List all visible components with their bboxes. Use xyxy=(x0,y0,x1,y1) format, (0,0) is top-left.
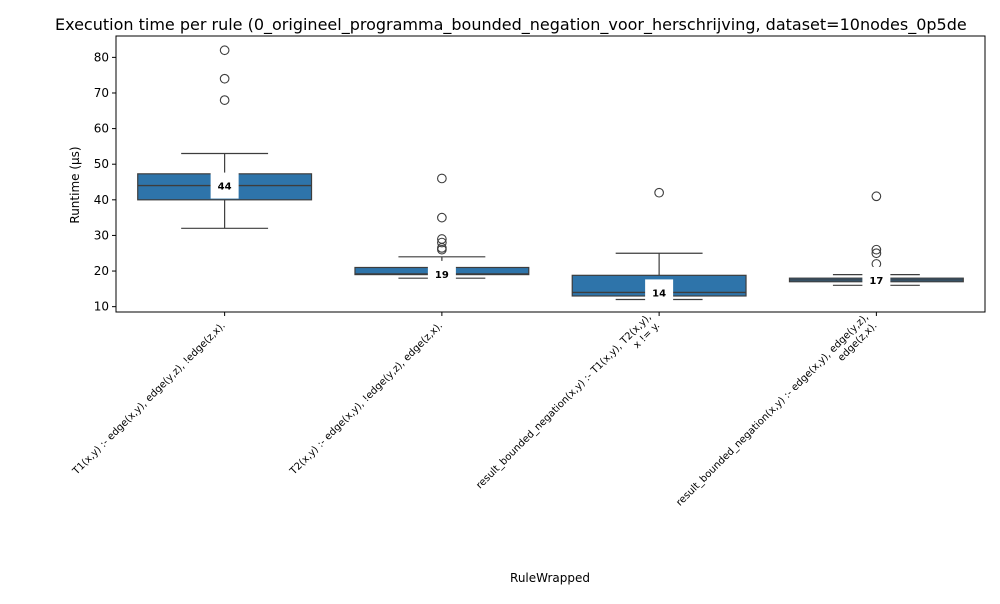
median-label-bg xyxy=(210,172,239,199)
median-label: 14 xyxy=(652,288,666,299)
median-label-bg xyxy=(862,266,891,293)
outlier-point xyxy=(871,191,882,202)
median-label-bg xyxy=(427,260,456,287)
x-tick-label: T2(x,y) :- edge(x,y), !edge(y,z), edge(z… xyxy=(288,320,445,477)
x-tick-label-line: result_bounded_negation(x,y) :- edge(x,y… xyxy=(674,312,871,509)
outlier-point xyxy=(437,173,447,184)
outlier-point xyxy=(871,259,882,269)
y-tick-label: 10 xyxy=(94,300,109,314)
x-tick-label-line: result_bounded_negation(x,y) :- T1(x,y),… xyxy=(474,312,653,491)
outlier-point xyxy=(654,187,664,198)
outlier-point xyxy=(437,234,447,244)
x-tick-label: result_bounded_negation(x,y) :- T1(x,y),… xyxy=(474,312,662,500)
median-label: 19 xyxy=(435,270,449,281)
y-tick-label: 30 xyxy=(94,228,109,242)
median-label-bg xyxy=(645,279,674,306)
y-tick-label: 60 xyxy=(94,122,109,136)
outlier-point xyxy=(871,244,882,255)
plot-area: 10 20 30 40 50 60 70 80 44 T1(x,y) :- edge(x,y), … xyxy=(70,35,986,517)
y-tick-label: 20 xyxy=(94,264,109,278)
y-tick-label: 50 xyxy=(94,157,109,171)
outlier-point xyxy=(437,212,447,223)
median-label: 44 xyxy=(218,182,232,193)
y-tick-label: 80 xyxy=(94,50,109,64)
y-axis-label: Runtime (µs) xyxy=(68,146,82,223)
x-tick-label-line: T1(x,y) :- edge(x,y), edge(y,z), !edge(z… xyxy=(70,320,227,477)
outlier-point xyxy=(437,237,447,248)
y-tick-label: 70 xyxy=(94,86,109,100)
outlier-point xyxy=(219,73,230,84)
x-tick-label-line: T2(x,y) :- edge(x,y), !edge(y,z), edge(z… xyxy=(288,320,445,477)
outlier-point xyxy=(871,248,882,259)
outlier-point xyxy=(219,95,230,105)
median-label: 17 xyxy=(869,276,883,287)
y-tick-label: 40 xyxy=(94,193,109,207)
x-axis-label: RuleWrapped xyxy=(510,571,590,585)
chart-title: Execution time per rule (0_origineel_pro… xyxy=(55,15,967,35)
outlier-point xyxy=(219,45,230,56)
x-tick-label: result_bounded_negation(x,y) :- edge(x,y… xyxy=(674,312,879,517)
x-tick-label: T1(x,y) :- edge(x,y), edge(y,z), !edge(z… xyxy=(70,320,227,477)
plot-frame xyxy=(115,35,986,313)
